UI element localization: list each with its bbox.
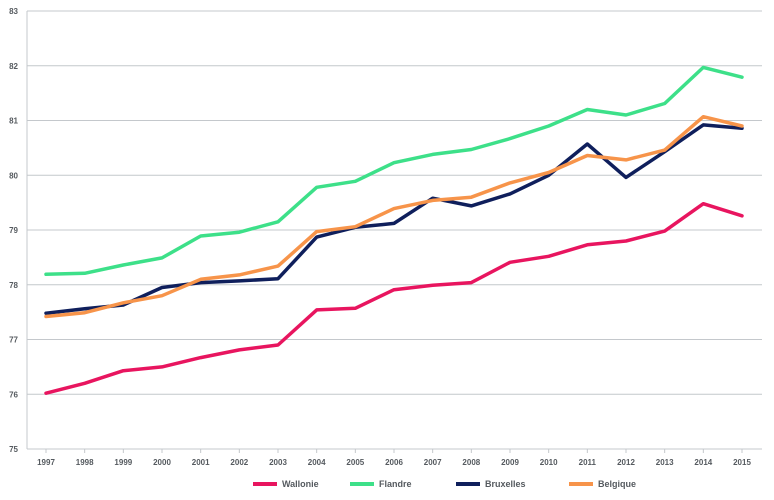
y-tick-label: 77 [9, 336, 18, 345]
x-tick-label: 2007 [424, 458, 442, 467]
legend: Wallonie Flandre Bruxelles Belgique [253, 479, 636, 489]
x-tick-label: 2013 [656, 458, 674, 467]
x-tick-label: 1997 [37, 458, 55, 467]
legend-label: Belgique [598, 479, 636, 489]
legend-item-bruxelles: Bruxelles [456, 479, 526, 489]
x-tick-label: 2004 [308, 458, 326, 467]
x-tick-label: 2012 [617, 458, 635, 467]
y-tick-label: 78 [9, 281, 18, 290]
x-tick-label: 2009 [501, 458, 519, 467]
series-line-flandre [44, 65, 744, 277]
x-tick-label: 2010 [540, 458, 558, 467]
series-lines [44, 65, 744, 395]
x-tick-label: 2006 [385, 458, 403, 467]
x-tick-label: 1999 [114, 458, 132, 467]
x-tick-label: 2005 [346, 458, 364, 467]
x-tick-label: 2001 [192, 458, 210, 467]
x-tick-label: 2011 [579, 458, 597, 467]
legend-item-belgique: Belgique [569, 479, 636, 489]
legend-item-flandre: Flandre [350, 479, 412, 489]
x-tick-label: 2003 [269, 458, 287, 467]
series-line-bruxelles [44, 123, 744, 315]
x-axis-tick-labels: 1997 1998 1999 2000 2001 2002 2003 2004 2005 2006… [37, 449, 751, 467]
x-tick-label: 2000 [153, 458, 171, 467]
y-tick-label: 82 [9, 62, 18, 71]
y-tick-label: 83 [9, 7, 18, 16]
x-tick-label: 2014 [694, 458, 712, 467]
y-tick-label: 81 [9, 117, 18, 126]
y-tick-label: 80 [9, 171, 18, 180]
x-tick-label: 2015 [733, 458, 751, 467]
x-tick-label: 1998 [76, 458, 94, 467]
x-tick-label: 2002 [230, 458, 248, 467]
series-line-belgique [44, 114, 744, 319]
series-line-wallonie [44, 201, 744, 395]
grid-lines [26, 10, 762, 450]
y-axis-tick-labels: 75 76 77 78 79 80 81 82 83 [9, 7, 18, 454]
legend-label: Wallonie [282, 479, 319, 489]
x-tick-label: 2008 [462, 458, 480, 467]
y-tick-label: 79 [9, 226, 18, 235]
legend-item-wallonie: Wallonie [253, 479, 319, 489]
legend-label: Bruxelles [485, 479, 526, 489]
y-tick-label: 76 [9, 390, 18, 399]
legend-label: Flandre [379, 479, 412, 489]
y-tick-label: 75 [9, 445, 18, 454]
